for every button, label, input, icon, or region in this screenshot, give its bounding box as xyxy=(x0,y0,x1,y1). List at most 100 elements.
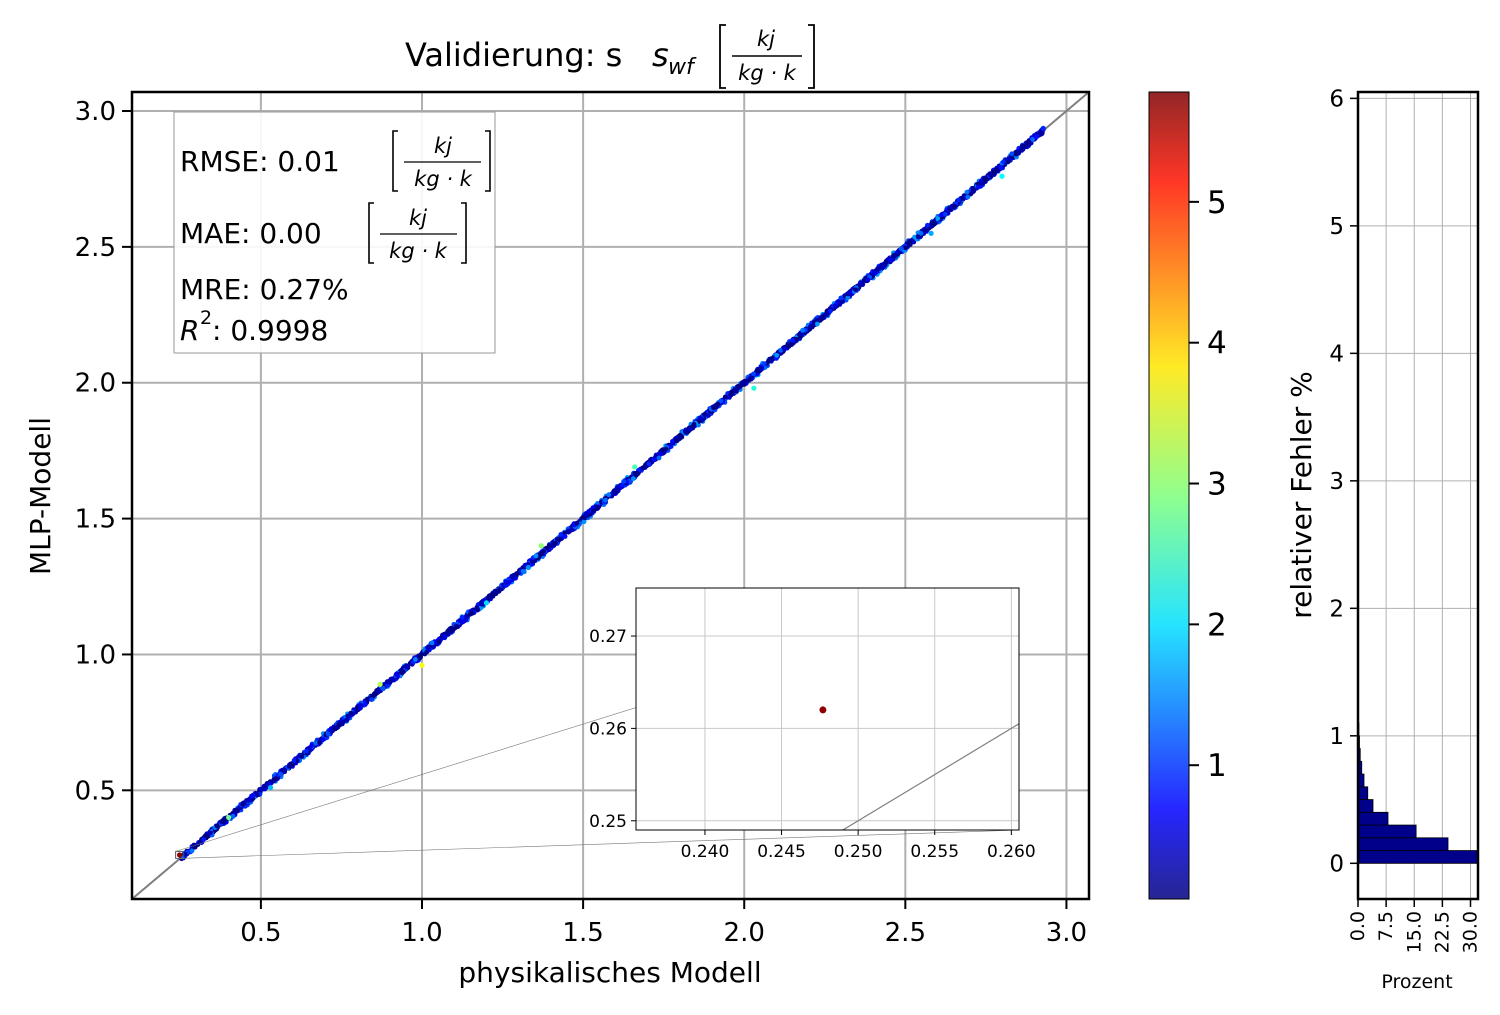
inset-y-axis: 0.25 0.26 0.27 xyxy=(589,627,636,832)
data-point xyxy=(755,368,760,374)
histogram-x-tick-label: 0.0 xyxy=(1347,911,1369,941)
data-point xyxy=(425,645,431,651)
outlier-point xyxy=(377,681,383,687)
data-point xyxy=(817,317,823,323)
main-x-tick-label: 0.5 xyxy=(240,918,281,948)
outlier-point xyxy=(267,784,274,791)
data-point xyxy=(503,579,509,584)
data-point xyxy=(991,169,997,175)
data-point xyxy=(413,657,418,662)
stat-mae-bracket-left xyxy=(368,202,374,264)
data-point xyxy=(520,568,526,574)
inset-x-tick-label: 0.250 xyxy=(834,842,883,862)
data-point xyxy=(845,295,851,300)
data-point xyxy=(562,534,568,539)
colorbar-tick-label: 1 xyxy=(1207,748,1227,784)
stat-mae-bracket-right xyxy=(461,202,467,264)
data-point xyxy=(448,625,454,631)
data-point xyxy=(566,528,571,534)
data-point xyxy=(965,194,971,200)
data-point xyxy=(558,532,564,537)
data-point xyxy=(584,512,590,517)
data-point xyxy=(533,553,539,559)
data-point xyxy=(872,270,878,276)
data-point xyxy=(774,353,780,358)
inset-zoom-plot: 0.240 0.245 0.250 0.255 0.260 0.25 0.26 0.27 xyxy=(589,587,1036,862)
data-point xyxy=(343,718,349,723)
main-y-axis: 0.5 1.0 1.5 2.0 2.5 3.0 xyxy=(75,97,132,806)
data-point xyxy=(705,412,711,418)
data-point xyxy=(278,771,283,777)
title-bracket-left xyxy=(719,24,726,89)
data-point xyxy=(827,308,833,314)
data-point xyxy=(918,231,924,236)
data-point xyxy=(875,266,881,272)
colorbar-tick-label: 3 xyxy=(1207,467,1227,503)
outlier-point xyxy=(632,464,638,470)
colorbar-frame xyxy=(1148,91,1190,900)
data-point xyxy=(634,472,639,478)
data-point xyxy=(782,346,787,352)
data-point xyxy=(768,357,774,363)
data-point xyxy=(907,239,912,245)
scatter-points xyxy=(176,125,1046,862)
inset-data-point xyxy=(819,706,827,714)
data-point xyxy=(474,605,480,611)
data-point xyxy=(658,451,663,457)
data-point xyxy=(606,492,612,498)
data-point xyxy=(280,767,285,773)
inset-identity-line xyxy=(842,723,1019,830)
data-point xyxy=(1018,146,1024,152)
data-point xyxy=(240,801,246,807)
data-point xyxy=(385,683,390,688)
data-point xyxy=(529,559,535,565)
data-point xyxy=(739,382,745,388)
data-point xyxy=(182,851,188,857)
data-point xyxy=(207,830,213,836)
data-point xyxy=(697,415,703,421)
main-y-tick-label: 2.0 xyxy=(75,369,116,399)
outlier-point xyxy=(751,385,757,391)
histogram-y-tick-label: 4 xyxy=(1329,341,1344,367)
data-point xyxy=(646,461,652,467)
data-point xyxy=(987,171,993,177)
data-point xyxy=(469,610,475,616)
outlier-point xyxy=(483,600,490,606)
inset-background xyxy=(636,588,1019,830)
data-point xyxy=(393,671,399,677)
data-point xyxy=(935,216,941,221)
data-point xyxy=(815,321,820,327)
data-point xyxy=(670,439,675,444)
data-point xyxy=(714,403,720,409)
data-point xyxy=(1001,159,1006,165)
outlier-point xyxy=(525,564,531,571)
data-point xyxy=(982,177,988,183)
data-point xyxy=(556,536,562,542)
data-point xyxy=(998,165,1004,170)
histogram-y-axis: 0 1 2 3 4 5 6 xyxy=(1329,86,1358,877)
histogram-y-tick-label: 1 xyxy=(1329,724,1344,750)
colorbar: 1 2 3 4 5 xyxy=(1148,91,1227,900)
stat-r2: : 0.9998 xyxy=(212,314,328,347)
data-point xyxy=(751,371,756,377)
stat-rmse: RMSE: 0.01 xyxy=(180,145,340,178)
histogram-y-tick-label: 3 xyxy=(1329,469,1344,495)
data-point xyxy=(915,234,921,240)
data-point xyxy=(611,491,617,496)
data-point xyxy=(883,259,889,265)
main-x-tick-label: 2.5 xyxy=(885,918,926,948)
data-point xyxy=(214,823,220,829)
data-point xyxy=(286,763,292,769)
data-point xyxy=(249,793,254,799)
stat-mae: MAE: 0.00 xyxy=(180,217,322,250)
data-point xyxy=(682,429,688,434)
chart-title: Validierung: s s wf kj kg · k xyxy=(405,24,815,89)
data-point xyxy=(547,543,552,549)
data-point xyxy=(291,758,297,763)
data-point xyxy=(220,819,226,824)
y-axis-title: MLP-Modell xyxy=(24,417,57,575)
histogram-x-tick-label: 15.0 xyxy=(1403,911,1425,953)
data-point xyxy=(313,740,319,746)
histogram-y-tick-label: 6 xyxy=(1329,86,1344,112)
data-point xyxy=(400,669,405,674)
